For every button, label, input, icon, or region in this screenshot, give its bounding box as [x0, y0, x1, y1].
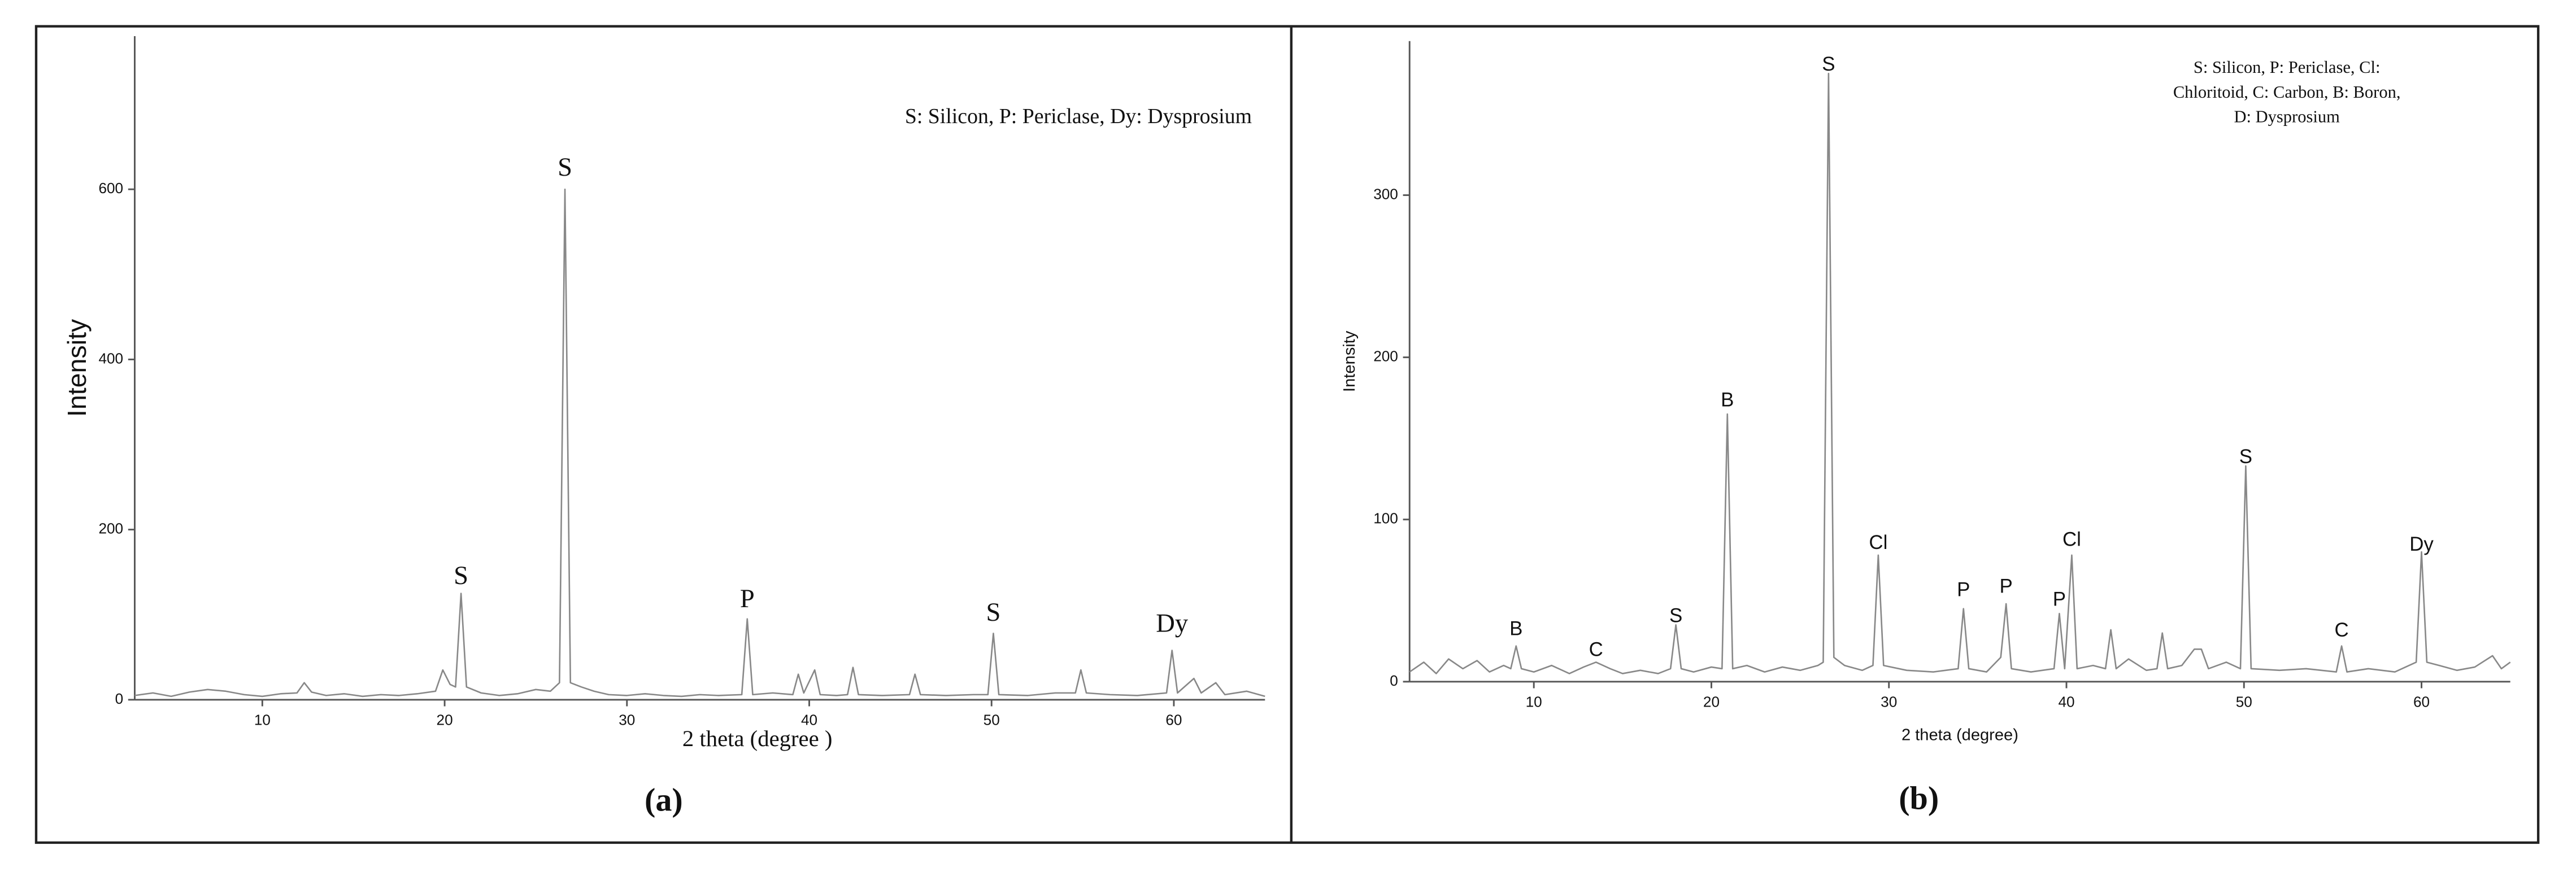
- y-tick-label: 600: [98, 180, 123, 197]
- peak-label: Cl: [1869, 531, 1887, 554]
- xrd-pattern: [134, 188, 1265, 698]
- y-tick-label: 100: [1373, 510, 1398, 527]
- peak-label: S: [558, 153, 572, 182]
- peak-label: C: [2335, 619, 2349, 641]
- panel-caption: (b): [1899, 780, 1939, 817]
- y-tick-label: 300: [1373, 185, 1398, 202]
- x-tick-label: 50: [2236, 694, 2252, 711]
- x-tick-label: 20: [437, 712, 453, 729]
- panel-caption: (a): [645, 781, 683, 818]
- peak-label: S: [454, 561, 468, 590]
- y-tick-label: 0: [1390, 672, 1398, 689]
- peak-label: Dy: [1156, 609, 1189, 638]
- peak-label: S: [1669, 604, 1682, 626]
- y-tick-label: 400: [98, 350, 123, 367]
- x-tick-label: 60: [1165, 712, 1182, 729]
- x-tick-label: 60: [2413, 694, 2430, 711]
- legend-note: S: Silicon, P: Periclase, Dy: Dysprosium: [905, 104, 1252, 128]
- x-tick-label: 40: [2058, 694, 2074, 711]
- peak-label: P: [1957, 578, 1970, 600]
- peak-label: B: [1509, 617, 1522, 639]
- x-tick-label: 10: [254, 712, 271, 729]
- x-tick-label: 40: [801, 712, 817, 729]
- y-axis-label: Intensity: [62, 319, 92, 417]
- x-tick-label: 20: [1703, 694, 1720, 711]
- peak-label: P: [740, 585, 755, 613]
- peak-label: S: [1822, 53, 1835, 75]
- xrd-pattern: [1409, 72, 2511, 674]
- y-tick-label: 0: [115, 690, 124, 707]
- y-tick-label: 200: [98, 520, 123, 537]
- peak-label: P: [2000, 576, 2013, 598]
- peak-label: Cl: [2062, 528, 2081, 550]
- legend-note: S: Silicon, P: Periclase, Cl:: [2194, 58, 2381, 77]
- peak-label: P: [2053, 589, 2066, 611]
- x-axis-label: 2 theta (degree ): [682, 726, 833, 751]
- peak-label: Dy: [2409, 533, 2434, 555]
- y-tick-label: 200: [1373, 348, 1398, 365]
- x-tick-label: 10: [1526, 694, 1542, 711]
- peak-label: S: [2239, 446, 2252, 468]
- x-tick-label: 50: [984, 712, 1000, 729]
- legend-note: D: Dysprosium: [2234, 107, 2340, 126]
- x-tick-label: 30: [619, 712, 635, 729]
- y-axis-label: Intensity: [1341, 330, 1359, 392]
- x-axis-label: 2 theta (degree): [1901, 726, 2018, 744]
- figure-frame: [34, 25, 2540, 844]
- peak-label: S: [986, 598, 1001, 627]
- peak-label: B: [1721, 389, 1734, 411]
- peak-label: C: [1589, 639, 1603, 661]
- legend-note: Chloritoid, C: Carbon, B: Boron,: [2173, 82, 2401, 102]
- x-tick-label: 30: [1881, 694, 1897, 711]
